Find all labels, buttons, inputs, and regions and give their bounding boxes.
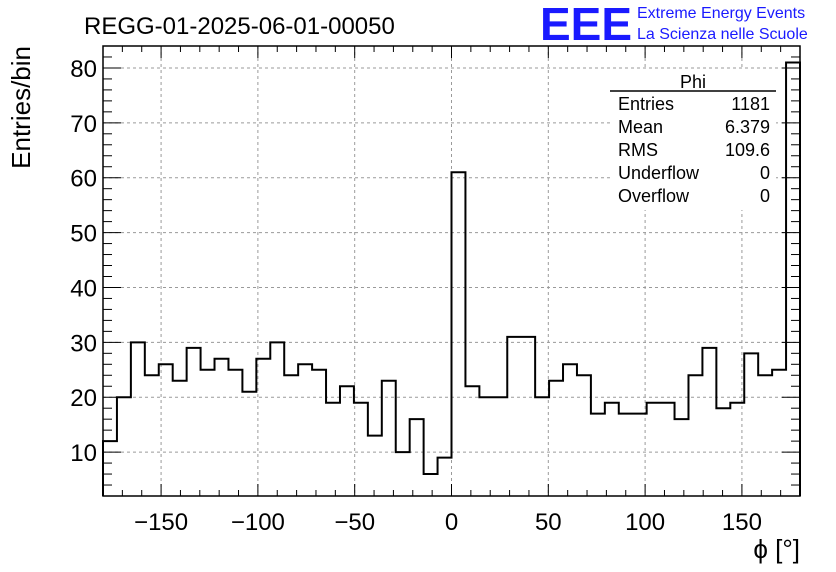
y-tick-label: 20 — [70, 385, 97, 412]
histogram-bin — [368, 436, 382, 496]
x-tick-label: −100 — [231, 509, 285, 536]
stats-label: Entries — [618, 94, 674, 114]
histogram-bin — [228, 370, 242, 496]
histogram-bin — [410, 419, 424, 496]
y-tick-label: 70 — [70, 111, 97, 138]
x-tick-label: −150 — [134, 509, 188, 536]
y-tick-label: 50 — [70, 221, 97, 248]
histogram-bin — [242, 392, 256, 496]
histogram-bin — [744, 353, 758, 496]
stats-value: 109.6 — [725, 140, 770, 160]
histogram-bin — [577, 375, 591, 496]
histogram-bins — [102, 61, 801, 496]
stats-title: Phi — [680, 72, 706, 92]
histogram-outline — [102, 61, 801, 496]
histogram-bin — [521, 337, 535, 496]
stats-value: 1181 — [731, 94, 770, 114]
x-tick-label: −50 — [334, 509, 375, 536]
histogram-bin — [493, 397, 507, 496]
stats-value: 0 — [760, 186, 770, 206]
histogram-bin — [145, 375, 159, 496]
histogram-bin — [256, 359, 270, 496]
y-tick-label: 80 — [70, 56, 97, 83]
histogram-bin — [117, 397, 131, 496]
x-tick-label: 100 — [625, 509, 665, 536]
histogram-bin — [563, 364, 577, 496]
histogram-bin — [452, 172, 466, 496]
x-tick-label: 50 — [535, 509, 562, 536]
logo-line1: Extreme Energy Events — [637, 5, 805, 22]
x-axis-label: ϕ [°] — [753, 534, 800, 564]
y-axis-label: Entries/bin — [6, 46, 36, 169]
x-tick-label: 0 — [445, 509, 458, 536]
logo-line2: La Scienza nelle Scuole — [637, 26, 808, 43]
histogram-bin — [340, 386, 354, 496]
x-tick-label: 150 — [722, 509, 762, 536]
stats-box: Phi Entries 1181 Mean 6.379 RMS 109.6 Underflo… — [610, 70, 776, 210]
histogram-bin — [702, 348, 716, 496]
histogram-bin — [716, 408, 730, 496]
histogram-bin — [201, 370, 215, 496]
histogram-bin — [619, 414, 633, 496]
y-tick-label: 60 — [70, 166, 97, 193]
histogram-bin — [758, 375, 772, 496]
histogram-bin — [647, 403, 661, 496]
histogram-bin — [507, 337, 521, 496]
histogram-bin — [549, 381, 563, 496]
histogram-bin — [312, 370, 326, 496]
histogram-bin — [688, 375, 702, 496]
histogram-bin — [396, 452, 410, 496]
histogram-bin — [354, 403, 368, 496]
histogram-bin — [786, 62, 800, 496]
histogram-bin — [535, 397, 549, 496]
y-tick-label: 10 — [70, 440, 97, 467]
histogram-bin — [730, 403, 744, 496]
histogram-bin — [187, 348, 201, 496]
histogram-bin — [131, 342, 145, 496]
stats-value: 0 — [760, 163, 770, 183]
histogram-bin — [173, 381, 187, 496]
histogram-bin — [424, 474, 438, 496]
stats-label: Underflow — [618, 163, 700, 183]
histogram-bin — [605, 403, 619, 496]
histogram-bin — [479, 397, 493, 496]
chart-title: REGG-01-2025-06-01-00050 — [84, 13, 395, 40]
histogram-bin — [326, 403, 340, 496]
histogram-bin — [772, 370, 786, 496]
histogram-bin — [103, 441, 117, 496]
y-tick-label: 30 — [70, 330, 97, 357]
histogram-bin — [382, 381, 396, 496]
stats-value: 6.379 — [725, 117, 770, 137]
histogram-bin — [465, 386, 479, 496]
histogram-bin — [591, 414, 605, 496]
stats-label: Overflow — [618, 186, 690, 206]
y-tick-label: 40 — [70, 275, 97, 302]
histogram-bin — [159, 364, 173, 496]
y-axis-ticks: 10 20 30 40 50 60 70 80 — [70, 45, 800, 486]
eee-logo: EEE — [540, 0, 632, 50]
histogram-bin — [661, 403, 675, 496]
histogram-bin — [633, 414, 647, 496]
histogram-bin — [298, 364, 312, 496]
stats-rows: Entries 1181 Mean 6.379 RMS 109.6 Underflow 0 Ov… — [618, 94, 770, 206]
histogram-bin — [215, 359, 229, 496]
histogram-bin — [675, 419, 689, 496]
histogram-bin — [270, 342, 284, 496]
stats-box-background — [610, 70, 776, 210]
stats-label: Mean — [618, 117, 663, 137]
stats-label: RMS — [618, 140, 658, 160]
histogram-bin — [438, 458, 452, 496]
histogram-bin — [284, 375, 298, 496]
x-axis-ticks: −150 −100 −50 0 50 100 150 — [121, 46, 782, 536]
